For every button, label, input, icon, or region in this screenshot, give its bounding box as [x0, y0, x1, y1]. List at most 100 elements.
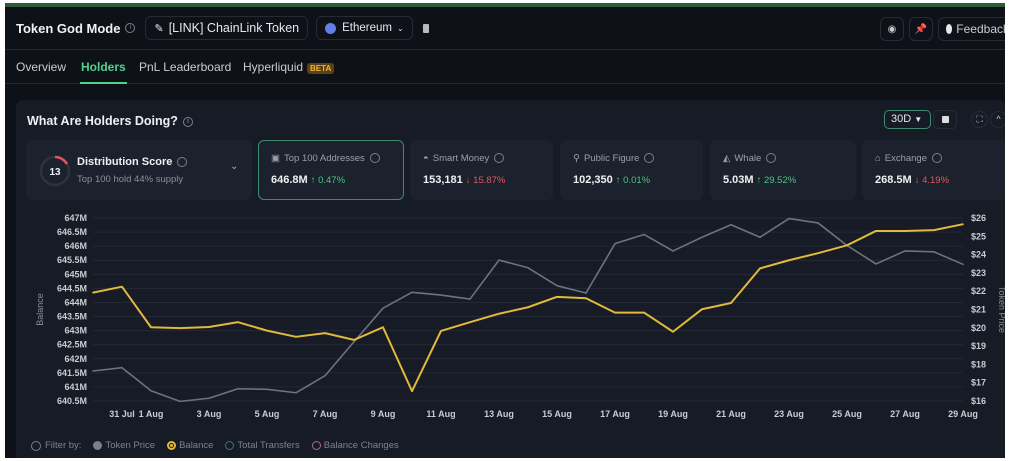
header: Token God Mode i ✎ [LINK] ChainLink Token…: [5, 7, 1005, 50]
data-point: [150, 326, 152, 329]
copy-icon[interactable]: [422, 23, 429, 33]
data-point: [150, 389, 152, 392]
x-tick-label: 7 Aug: [313, 409, 338, 419]
data-point: [933, 229, 935, 231]
holder-card-whale[interactable]: ◭ Whale 5.03M ↑ 29.52%: [710, 140, 856, 200]
legend-token-price[interactable]: Token Price: [85, 440, 155, 451]
token-selector[interactable]: ✎ [LINK] ChainLink Token: [145, 16, 309, 40]
info-icon[interactable]: [644, 153, 655, 164]
fullscreen-button[interactable]: ⛶: [971, 111, 988, 128]
data-point: [962, 223, 964, 225]
data-point: [933, 251, 935, 253]
legend-dot-icon: [93, 440, 103, 450]
data-point: [759, 236, 761, 239]
x-tick-label: 1 Aug: [139, 409, 164, 419]
legend-label: Balance: [179, 440, 214, 451]
legend-dot-icon: [225, 440, 235, 450]
data-point: [121, 366, 123, 369]
data-point: [875, 263, 877, 265]
legend-balance[interactable]: Balance: [159, 440, 213, 451]
data-point: [498, 259, 500, 261]
data-point: [759, 267, 761, 270]
info-icon[interactable]: i: [125, 23, 136, 33]
page-title: Token God Mode: [16, 20, 121, 36]
y-tick-label: 641M: [64, 382, 87, 392]
holder-card-smart-money[interactable]: ◓ Smart Money 153,181 ↓ 15.87%: [410, 140, 553, 200]
tab-hyperliquid[interactable]: Hyperliquid BETA: [243, 60, 335, 74]
data-point: [121, 285, 123, 288]
distribution-score-card[interactable]: 13 Distribution Score Top 100 hold 44% s…: [26, 140, 252, 200]
card-change: ↑ 0.01%: [615, 175, 651, 186]
wallet-icon: ▣: [271, 153, 280, 164]
chain-selector[interactable]: Ethereum ⌄: [316, 16, 413, 40]
holders-chart[interactable]: 640.5M 641M 641.5M 642M 642.5M 643M 643.5M 644M…: [16, 205, 1005, 445]
card-change: ↓ 4.19%: [914, 175, 950, 186]
legend-prefix: Filter by:: [45, 440, 82, 451]
tab-pnl-leaderboard[interactable]: PnL Leaderboard: [139, 60, 232, 74]
x-tick-label: 5 Aug: [255, 409, 280, 419]
card-label: ▣ Top 100 Addresses: [271, 153, 380, 164]
holder-card-public-figure[interactable]: ⚲ Public Figure 102,350 ↑ 0.01%: [560, 140, 703, 200]
tab-overview[interactable]: Overview: [16, 60, 67, 74]
y-tick-label: 640.5M: [57, 396, 87, 406]
card-change: ↑ 0.47%: [310, 175, 346, 186]
legend-total-transfers[interactable]: Total Transfers: [217, 440, 300, 451]
card-value: 646.8M ↑ 0.47%: [271, 174, 345, 186]
holder-card-top-100-addresses[interactable]: ▣ Top 100 Addresses 646.8M ↑ 0.47%: [258, 140, 404, 200]
range-selector[interactable]: 30D ▼: [884, 110, 931, 129]
holders-panel: What Are Holders Doing? i 30D ▼ ⛶ ^ 13 Di…: [16, 100, 1005, 458]
calendar-button[interactable]: [933, 110, 957, 129]
info-icon[interactable]: [369, 153, 380, 164]
x-tick-label: 19 Aug: [658, 409, 688, 419]
data-point: [701, 308, 703, 311]
holder-card-exchange[interactable]: ⌂ Exchange 268.5M ↓ 4.19%: [862, 140, 1005, 200]
data-point: [556, 284, 558, 287]
x-tick-label: 25 Aug: [832, 409, 862, 419]
feedback-button[interactable]: Feedback: [938, 17, 1005, 41]
info-icon[interactable]: [932, 153, 943, 164]
info-icon[interactable]: [766, 153, 777, 164]
data-point: [585, 297, 587, 300]
data-point: [672, 250, 674, 252]
data-point: [614, 242, 616, 245]
legend-balance-changes[interactable]: Balance Changes: [304, 440, 399, 451]
data-point: [266, 329, 268, 332]
card-label: ⚲ Public Figure: [573, 153, 655, 164]
y2-tick-label: $17: [971, 378, 986, 388]
data-point: [730, 223, 732, 226]
y2-tick-label: $22: [971, 286, 986, 296]
token-name: [LINK] ChainLink Token: [168, 21, 300, 35]
data-point: [875, 230, 877, 232]
pin-icon: 📌: [914, 23, 928, 35]
pin-button[interactable]: 📌: [909, 17, 933, 41]
panel-title-text: What Are Holders Doing?: [27, 114, 178, 128]
legend-label: Token Price: [105, 440, 156, 451]
info-icon[interactable]: [177, 157, 187, 167]
pencil-icon: ✎: [154, 22, 164, 35]
collapse-button[interactable]: ^: [990, 111, 1005, 128]
x-tick-label: 3 Aug: [197, 409, 222, 419]
data-point: [382, 326, 384, 329]
x-tick-label: 21 Aug: [716, 409, 746, 419]
info-icon[interactable]: [494, 153, 505, 164]
y-tick-label: 641.5M: [57, 368, 87, 378]
legend-label: Balance Changes: [323, 440, 399, 451]
info-icon[interactable]: i: [182, 116, 193, 127]
y-axis-title: Balance: [35, 293, 45, 326]
data-point: [730, 302, 732, 304]
card-value: 153,181 ↓ 15.87%: [423, 174, 505, 186]
watch-button[interactable]: ◉: [880, 17, 904, 41]
y-tick-label: 642.5M: [57, 340, 87, 350]
card-value: 268.5M ↓ 4.19%: [875, 174, 949, 186]
data-point: [788, 217, 790, 220]
legend-dot-icon: [167, 440, 177, 450]
card-label-text: Public Figure: [583, 153, 640, 164]
data-point: [643, 233, 645, 236]
chevron-down-icon: ⌄: [230, 161, 239, 172]
person-icon: ⚲: [573, 153, 580, 164]
data-point: [353, 339, 355, 341]
range-value: 30D: [891, 113, 912, 125]
tab-holders[interactable]: Holders: [80, 60, 127, 84]
beta-badge: BETA: [307, 63, 335, 74]
y-tick-label: 647M: [64, 213, 87, 223]
